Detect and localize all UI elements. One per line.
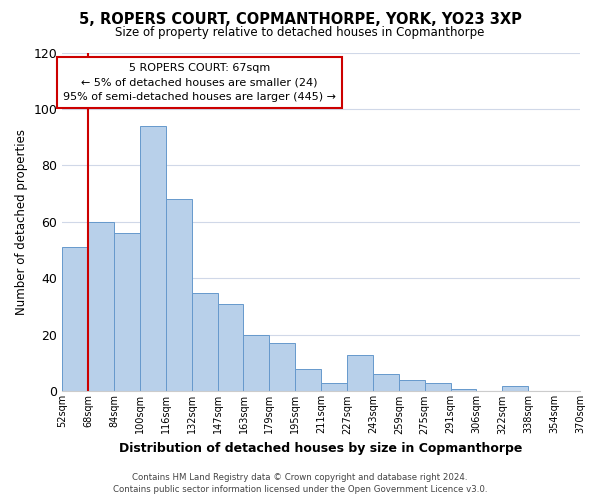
Bar [502,386,528,392]
Bar [166,200,192,392]
Bar [62,248,88,392]
Bar [140,126,166,392]
Bar [114,233,140,392]
Bar [425,383,451,392]
Bar [269,344,295,392]
Bar [218,304,244,392]
Y-axis label: Number of detached properties: Number of detached properties [15,129,28,315]
Bar [321,383,347,392]
Bar [88,222,114,392]
Bar [192,292,218,392]
Text: 5 ROPERS COURT: 67sqm
← 5% of detached houses are smaller (24)
95% of semi-detac: 5 ROPERS COURT: 67sqm ← 5% of detached h… [63,62,336,102]
Bar [244,335,269,392]
Text: 5, ROPERS COURT, COPMANTHORPE, YORK, YO23 3XP: 5, ROPERS COURT, COPMANTHORPE, YORK, YO2… [79,12,521,28]
Bar [373,374,399,392]
Bar [347,354,373,392]
Bar [399,380,425,392]
Text: Contains HM Land Registry data © Crown copyright and database right 2024.
Contai: Contains HM Land Registry data © Crown c… [113,472,487,494]
X-axis label: Distribution of detached houses by size in Copmanthorpe: Distribution of detached houses by size … [119,442,523,455]
Bar [451,388,476,392]
Text: Size of property relative to detached houses in Copmanthorpe: Size of property relative to detached ho… [115,26,485,39]
Bar [295,369,321,392]
